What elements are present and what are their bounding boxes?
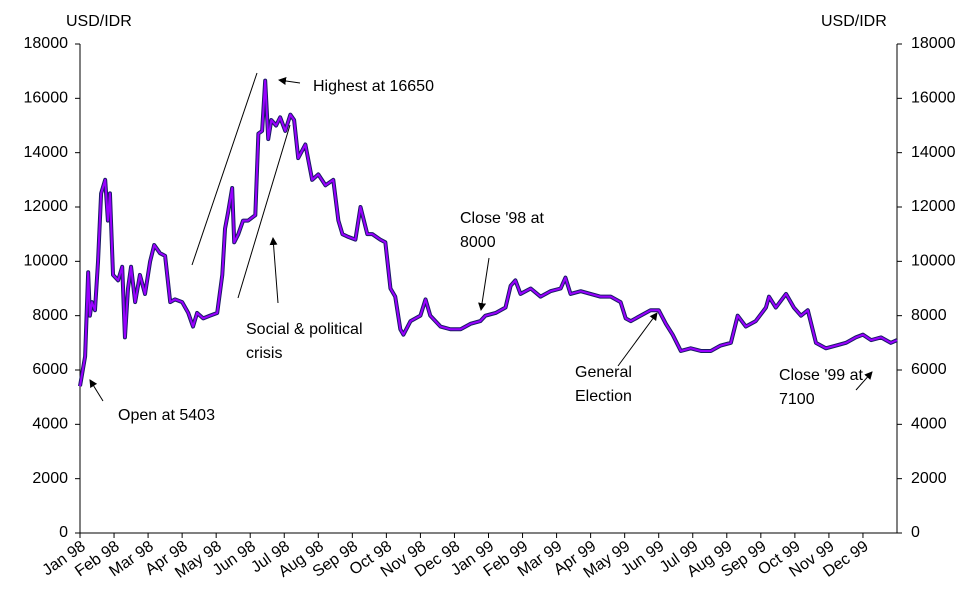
annotation: Open at 5403 — [118, 407, 215, 424]
annotation-arrow — [855, 371, 873, 391]
annotation: Election — [575, 388, 632, 405]
y-tick-label: 12000 — [24, 198, 69, 215]
y2-tick-label: 8000 — [911, 307, 947, 324]
y2-tick-label: 18000 — [911, 35, 956, 52]
y-tick-label: 14000 — [24, 144, 69, 161]
annotation: Social & political — [246, 321, 363, 338]
annotation-arrow — [617, 312, 658, 367]
y2-tick-label: 14000 — [911, 144, 956, 161]
series-line — [79, 79, 898, 387]
y2-axis-label: USD/IDR — [821, 13, 887, 30]
y2-tick-label: 12000 — [911, 198, 956, 215]
annotation: crisis — [246, 345, 282, 362]
y-tick-label: 4000 — [32, 416, 68, 433]
y-tick-label: 18000 — [24, 35, 69, 52]
y2-tick-label: 16000 — [911, 90, 956, 107]
y-tick-label: 16000 — [24, 90, 69, 107]
annotation: 7100 — [779, 391, 815, 408]
annotation-line — [237, 124, 291, 299]
annotation: Highest at 16650 — [313, 78, 434, 95]
y2-tick-label: 6000 — [911, 361, 947, 378]
y-axis-label: USD/IDR — [66, 13, 132, 30]
annotation: Close '99 at — [779, 367, 864, 384]
y2-tick-label: 10000 — [911, 253, 956, 270]
annotation-line — [191, 72, 258, 266]
annotation-arrow — [278, 77, 301, 85]
y-tick-label: 8000 — [32, 307, 68, 324]
annotation: 8000 — [460, 234, 496, 251]
annotation: Close '98 at — [460, 210, 545, 227]
annotation-arrow — [269, 237, 279, 304]
y-tick-label: 6000 — [32, 361, 68, 378]
y2-tick-label: 4000 — [911, 416, 947, 433]
y-tick-label: 10000 — [24, 253, 69, 270]
annotation-arrow — [89, 379, 104, 402]
annotation-arrow — [478, 257, 490, 311]
y2-tick-label: 2000 — [911, 470, 947, 487]
y-tick-label: 0 — [59, 524, 68, 541]
annotation: General — [575, 364, 632, 381]
y2-tick-label: 0 — [911, 524, 920, 541]
y-tick-label: 2000 — [32, 470, 68, 487]
